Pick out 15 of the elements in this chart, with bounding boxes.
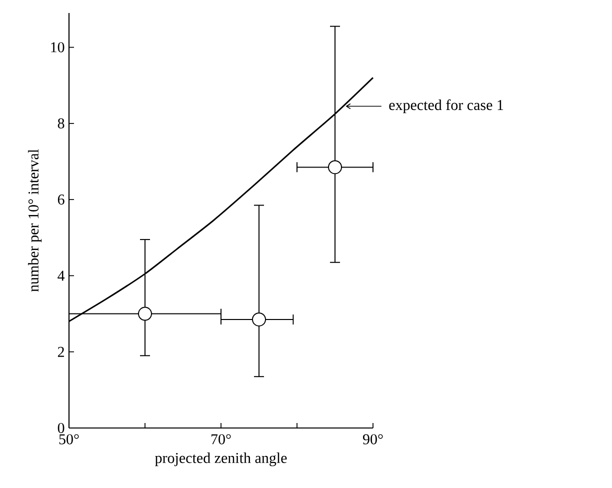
point: [252, 312, 266, 326]
y-tick-label: 2: [58, 346, 64, 357]
y-axis-title: number per 10° interval: [28, 149, 42, 292]
point: [328, 160, 342, 174]
x-tick-label: 50°: [59, 434, 79, 444]
y-tick-label: 6: [58, 194, 64, 205]
point: [138, 306, 152, 321]
y-tick-label: 4: [58, 270, 65, 281]
annotation: expected for case 1: [389, 99, 504, 114]
y-tick-label: 0: [58, 422, 64, 434]
y-tick-label: 10: [51, 42, 64, 52]
y-tick-label: 8: [58, 118, 64, 128]
x-axis-title: projected zenith angle: [155, 452, 287, 466]
x-tick-label: 90°: [362, 434, 383, 444]
x-tick-label: 70°: [211, 434, 231, 444]
